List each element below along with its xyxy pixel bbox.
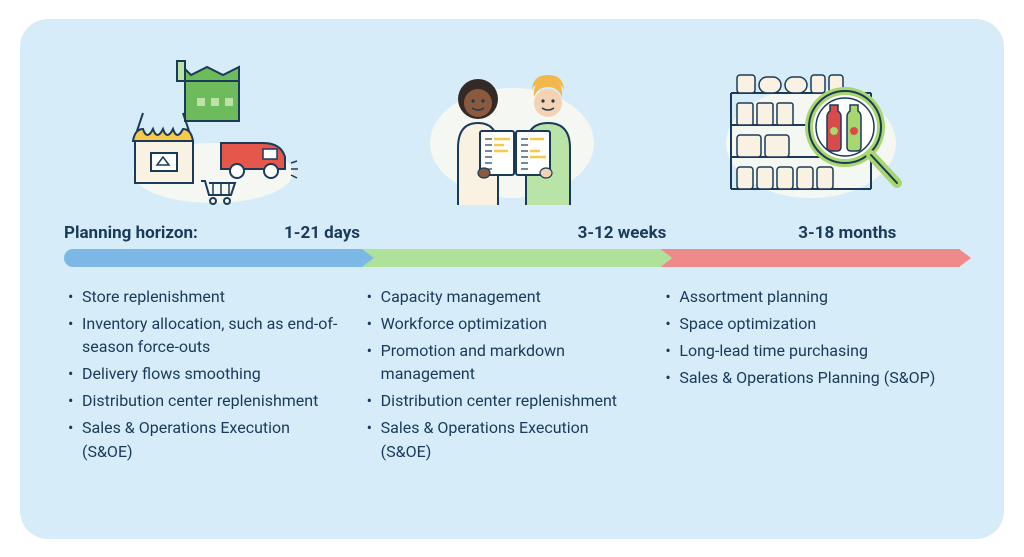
- arrow-bar: [64, 249, 960, 267]
- list-item: Promotion and markdown management: [363, 339, 642, 385]
- list-item: Long-lead time purchasing: [661, 339, 940, 362]
- list-item: Assortment planning: [661, 285, 940, 308]
- column-0: Store replenishment Inventory allocation,…: [64, 285, 363, 511]
- list-item: Capacity management: [363, 285, 642, 308]
- arrow-1: [363, 249, 662, 267]
- illustration-row: [64, 43, 960, 213]
- list-item: Inventory allocation, such as end-of-sea…: [64, 312, 343, 358]
- list-0: Store replenishment Inventory allocation,…: [64, 285, 343, 463]
- list-item: Distribution center replenishment: [363, 389, 642, 412]
- list-2: Assortment planning Space optimization Lon…: [661, 285, 940, 390]
- illustration-supply-chain: [113, 53, 313, 213]
- list-item: Space optimization: [661, 312, 940, 335]
- header-row: Planning horizon: 1-21 days 3-12 weeks 3…: [64, 223, 960, 243]
- illustration-shelves-magnifier: [711, 53, 911, 213]
- illustration-people-lists: [412, 53, 612, 213]
- arrow-0: [64, 249, 363, 267]
- horizon-2: 3-18 months: [735, 223, 960, 243]
- list-item: Sales & Operations Execution (S&OE): [64, 416, 343, 462]
- list-item: Sales & Operations Execution (S&OE): [363, 416, 642, 462]
- list-item: Sales & Operations Planning (S&OP): [661, 366, 940, 389]
- list-1: Capacity management Workforce optimizatio…: [363, 285, 642, 463]
- list-item: Workforce optimization: [363, 312, 642, 335]
- list-item: Store replenishment: [64, 285, 343, 308]
- planning-label: Planning horizon:: [64, 223, 244, 243]
- arrow-2: [661, 249, 960, 267]
- columns: Store replenishment Inventory allocation,…: [64, 285, 960, 511]
- list-item: Delivery flows smoothing: [64, 362, 343, 385]
- column-2: Assortment planning Space optimization Lon…: [661, 285, 960, 511]
- horizon-1: 3-12 weeks: [509, 223, 734, 243]
- column-1: Capacity management Workforce optimizatio…: [363, 285, 662, 511]
- infographic-card: Planning horizon: 1-21 days 3-12 weeks 3…: [20, 19, 1004, 539]
- list-item: Distribution center replenishment: [64, 389, 343, 412]
- horizon-0: 1-21 days: [284, 223, 509, 243]
